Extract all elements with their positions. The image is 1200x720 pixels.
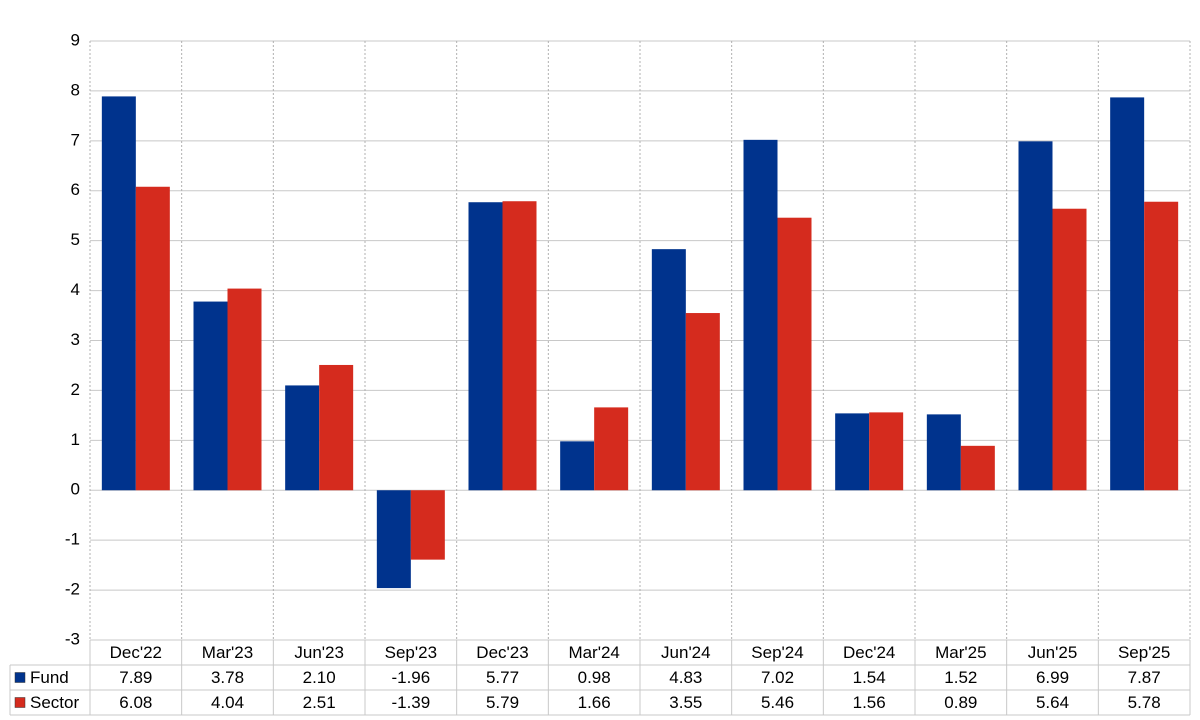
table-value: 7.02 <box>761 668 794 687</box>
bar <box>1018 141 1053 491</box>
x-tick-label: Dec'23 <box>476 643 528 662</box>
bar <box>869 412 904 491</box>
x-tick-label: Jun'25 <box>1028 643 1078 662</box>
y-tick-label: 4 <box>71 280 80 299</box>
table-value: 5.46 <box>761 693 794 712</box>
table-value: 6.08 <box>119 693 152 712</box>
table-value: 1.56 <box>853 693 886 712</box>
table-value: 1.66 <box>578 693 611 712</box>
bar <box>926 414 961 491</box>
y-tick-label: 7 <box>71 130 80 149</box>
legend-label: Fund <box>30 668 69 687</box>
table-value: -1.39 <box>391 693 430 712</box>
table-value: 4.04 <box>211 693 244 712</box>
bar <box>227 288 262 491</box>
bar <box>685 313 720 491</box>
bar <box>502 201 537 491</box>
table-value: 2.10 <box>303 668 336 687</box>
y-tick-label: -3 <box>65 629 80 648</box>
x-tick-label: Mar'25 <box>935 643 986 662</box>
y-tick-label: 3 <box>71 330 80 349</box>
x-tick-label: Dec'22 <box>110 643 162 662</box>
bar <box>1052 208 1087 491</box>
table-value: 4.83 <box>669 668 702 687</box>
y-tick-label: 2 <box>71 380 80 399</box>
bar <box>193 301 228 491</box>
table-value: 5.77 <box>486 668 519 687</box>
bar <box>560 441 595 491</box>
x-tick-label: Jun'23 <box>294 643 344 662</box>
table-value: 1.52 <box>944 668 977 687</box>
x-tick-label: Dec'24 <box>843 643 895 662</box>
y-tick-label: 0 <box>71 480 80 499</box>
bar <box>135 186 170 491</box>
bar <box>410 490 445 560</box>
bar <box>651 249 686 491</box>
table-value: 5.78 <box>1128 693 1161 712</box>
y-tick-label: 8 <box>71 80 80 99</box>
y-tick-label: 6 <box>71 180 80 199</box>
x-tick-label: Sep'24 <box>751 643 803 662</box>
x-tick-label: Sep'25 <box>1118 643 1170 662</box>
table-value: 2.51 <box>303 693 336 712</box>
bar <box>1144 201 1179 491</box>
table-value: -1.96 <box>391 668 430 687</box>
x-tick-label: Jun'24 <box>661 643 711 662</box>
y-tick-label: 1 <box>71 430 80 449</box>
y-tick-label: 9 <box>71 30 80 49</box>
y-tick-label: 5 <box>71 230 80 249</box>
table-value: 5.64 <box>1036 693 1069 712</box>
table-value: 0.89 <box>944 693 977 712</box>
bar <box>835 413 870 491</box>
table-value: 1.54 <box>853 668 886 687</box>
bar <box>376 490 411 589</box>
table-value: 7.87 <box>1128 668 1161 687</box>
legend-swatch <box>14 672 26 683</box>
bar <box>960 445 995 491</box>
table-value: 5.79 <box>486 693 519 712</box>
x-tick-label: Mar'23 <box>202 643 253 662</box>
table-value: 7.89 <box>119 668 152 687</box>
legend-swatch <box>14 697 26 708</box>
table-value: 3.78 <box>211 668 244 687</box>
table-value: 3.55 <box>669 693 702 712</box>
y-tick-label: -2 <box>65 580 80 599</box>
bar <box>468 202 503 491</box>
bar <box>319 364 354 491</box>
bar <box>285 385 320 491</box>
legend-label: Sector <box>30 693 79 712</box>
x-tick-label: Mar'24 <box>568 643 619 662</box>
x-tick-label: Sep'23 <box>385 643 437 662</box>
table-value: 0.98 <box>578 668 611 687</box>
bar <box>777 217 812 491</box>
y-tick-label: -1 <box>65 530 80 549</box>
table-value: 6.99 <box>1036 668 1069 687</box>
bar <box>101 96 136 491</box>
bar <box>594 407 629 491</box>
bar <box>743 139 778 491</box>
bar <box>1110 97 1145 491</box>
